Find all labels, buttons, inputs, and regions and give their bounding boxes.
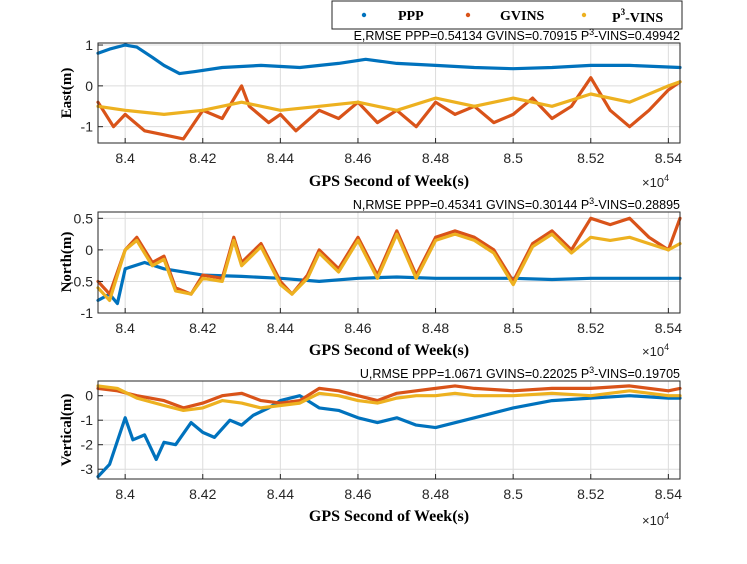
y-tick-label: -1 bbox=[81, 305, 94, 321]
x-tick-label: 8.5 bbox=[503, 486, 523, 502]
legend-label-gvins: GVINS bbox=[500, 9, 545, 24]
panel-north-x-multiplier: ×104 bbox=[642, 342, 669, 359]
x-tick-label: 8.44 bbox=[267, 150, 294, 166]
panel-vertical-yticks: 0 -1 -2 -3 bbox=[81, 388, 103, 477]
legend-item-ppp: PPP bbox=[361, 9, 424, 24]
legend-marker-p3vins bbox=[581, 12, 587, 18]
panel-east-grid bbox=[98, 43, 680, 143]
series-ppp-line bbox=[96, 260, 682, 306]
y-tick-label: -1 bbox=[81, 119, 94, 135]
legend: PPP GVINS P3-VINS bbox=[331, 0, 683, 30]
panel-east-x-multiplier: ×104 bbox=[642, 173, 669, 190]
panel-east-ylabel: East(m) bbox=[59, 68, 75, 119]
panel-north-xlabel: GPS Second of Week(s) bbox=[309, 342, 469, 359]
legend-label-p3vins: P3-VINS bbox=[612, 7, 663, 26]
panel-north-title: N,RMSE PPP=0.45341 GVINS=0.30144 P3-VINS… bbox=[353, 196, 680, 212]
y-tick-label: 1 bbox=[85, 37, 93, 53]
panel-vertical-xlabel: GPS Second of Week(s) bbox=[309, 508, 469, 525]
panel-east-yticks: 1 0 -1 bbox=[81, 37, 103, 135]
panel-vertical-title: U,RMSE PPP=1.0671 GVINS=0.22025 P3-VINS=… bbox=[360, 365, 680, 381]
x-tick-label: 8.48 bbox=[422, 320, 449, 336]
x-tick-label: 8.46 bbox=[344, 486, 371, 502]
panel-east-xlabel: GPS Second of Week(s) bbox=[309, 173, 469, 190]
series-gvins-line bbox=[96, 216, 682, 296]
x-tick-label: 8.48 bbox=[422, 486, 449, 502]
series-gvins-line bbox=[96, 76, 682, 141]
panel-east-series bbox=[96, 43, 682, 141]
panel-east: E,RMSE PPP=0.54134 GVINS=0.70915 P3-VINS… bbox=[59, 27, 682, 190]
legend-marker-ppp bbox=[361, 12, 367, 18]
x-tick-label: 8.52 bbox=[577, 320, 604, 336]
x-tick-label: 8.42 bbox=[189, 320, 216, 336]
panel-north-yticks: 0.5 0 -0.5 -1 bbox=[69, 210, 103, 321]
y-tick-label: 0 bbox=[85, 388, 93, 404]
x-tick-label: 8.52 bbox=[577, 486, 604, 502]
legend-box bbox=[331, 0, 683, 30]
x-tick-label: 8.5 bbox=[503, 320, 523, 336]
panel-east-title: E,RMSE PPP=0.54134 GVINS=0.70915 P3-VINS… bbox=[354, 27, 680, 43]
series-p3vins-line bbox=[96, 80, 682, 117]
panel-vertical-grid bbox=[98, 381, 680, 479]
x-tick-label: 8.42 bbox=[189, 486, 216, 502]
x-tick-label: 8.46 bbox=[344, 320, 371, 336]
panel-north: N,RMSE PPP=0.45341 GVINS=0.30144 P3-VINS… bbox=[59, 196, 682, 359]
x-tick-label: 8.52 bbox=[577, 150, 604, 166]
y-tick-label: 0.5 bbox=[74, 210, 94, 226]
series-gvins-line bbox=[96, 384, 682, 410]
x-tick-label: 8.54 bbox=[655, 320, 682, 336]
panel-north-axes-box bbox=[97, 211, 681, 314]
legend-label-p3vins-sup: 3 bbox=[621, 7, 626, 17]
series-ppp-line bbox=[96, 43, 682, 76]
panel-east-axes-box bbox=[97, 42, 681, 144]
panel-vertical-xticks: 8.4 8.42 8.44 8.46 8.48 8.5 8.52 8.54 bbox=[115, 474, 682, 502]
legend-label-ppp: PPP bbox=[398, 9, 424, 24]
y-tick-label: 0 bbox=[85, 78, 93, 94]
series-p3vins-line bbox=[96, 384, 682, 412]
x-tick-label: 8.4 bbox=[115, 150, 135, 166]
panel-north-xticks: 8.4 8.42 8.44 8.46 8.48 8.5 8.52 8.54 bbox=[115, 308, 682, 336]
panel-north-series bbox=[96, 216, 682, 306]
y-tick-label: -0.5 bbox=[69, 273, 93, 289]
x-tick-label: 8.44 bbox=[267, 486, 294, 502]
legend-item-gvins: GVINS bbox=[465, 9, 545, 24]
y-tick-label: -2 bbox=[81, 437, 94, 453]
panel-vertical-axes-box bbox=[97, 380, 681, 480]
y-tick-label: -3 bbox=[81, 461, 94, 477]
x-tick-label: 8.42 bbox=[189, 150, 216, 166]
panel-vertical-x-multiplier: ×104 bbox=[642, 511, 669, 528]
x-tick-label: 8.44 bbox=[267, 320, 294, 336]
y-tick-label: 0 bbox=[85, 242, 93, 258]
panel-vertical-series bbox=[96, 384, 682, 479]
legend-item-p3vins: P3-VINS bbox=[581, 7, 663, 26]
y-tick-label: -1 bbox=[81, 412, 94, 428]
panel-vertical-ylabel: Vertical(m) bbox=[59, 394, 75, 467]
legend-marker-gvins bbox=[465, 12, 471, 18]
x-tick-label: 8.46 bbox=[344, 150, 371, 166]
legend-label-p3vins-rest: -VINS bbox=[625, 11, 663, 26]
panel-east-xticks: 8.4 8.42 8.44 8.46 8.48 8.5 8.52 8.54 bbox=[115, 138, 682, 166]
x-tick-label: 8.48 bbox=[422, 150, 449, 166]
series-ppp-line bbox=[96, 394, 682, 479]
panel-north-grid bbox=[98, 212, 680, 314]
x-tick-label: 8.54 bbox=[655, 486, 682, 502]
x-tick-label: 8.4 bbox=[115, 320, 135, 336]
panel-vertical: U,RMSE PPP=1.0671 GVINS=0.22025 P3-VINS=… bbox=[59, 365, 682, 528]
panel-north-ylabel: North(m) bbox=[59, 232, 75, 293]
legend-label-p3vins-base: P bbox=[612, 11, 621, 26]
x-tick-label: 8.5 bbox=[503, 150, 523, 166]
series-p3vins-line bbox=[96, 232, 682, 302]
x-tick-label: 8.4 bbox=[115, 486, 135, 502]
x-tick-label: 8.54 bbox=[655, 150, 682, 166]
